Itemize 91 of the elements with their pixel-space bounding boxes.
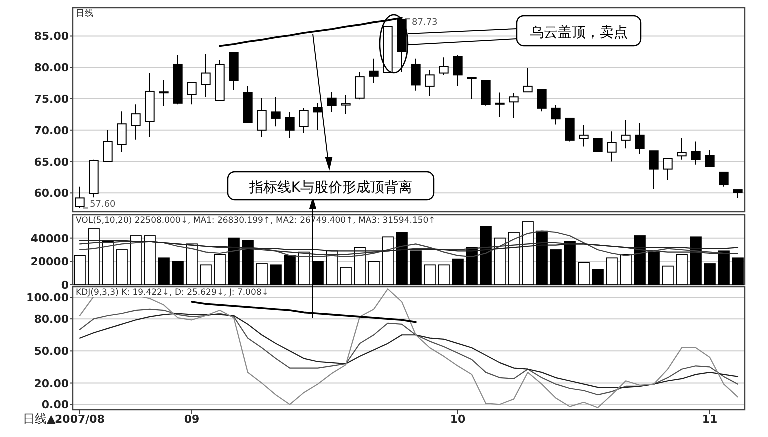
bar: [200, 264, 212, 286]
bar: [270, 264, 282, 286]
bar: [676, 254, 688, 286]
candlestick: [271, 96, 281, 128]
bar: [298, 252, 310, 286]
candlestick: [159, 80, 169, 108]
bar: [718, 250, 730, 286]
candlestick: [677, 138, 687, 160]
candlestick: [607, 131, 617, 162]
annotation: 57.60: [90, 200, 116, 210]
bar: [88, 228, 100, 286]
bar: [522, 222, 534, 286]
bar: [592, 269, 604, 286]
bar: [284, 255, 296, 286]
bar: [466, 247, 478, 286]
candlestick: [117, 111, 127, 153]
bar: [704, 264, 716, 286]
candlestick: [341, 94, 351, 115]
bar: [172, 261, 184, 286]
bar: [620, 254, 632, 286]
bar: [452, 258, 464, 286]
x-tick-label: 10: [450, 413, 466, 426]
bar: [186, 244, 198, 286]
y-tick-label: 100.00: [26, 292, 70, 305]
annotation: 乌云盖顶，卖点: [530, 25, 628, 41]
candlestick: [691, 141, 701, 166]
candlestick: [579, 124, 589, 148]
bar: [158, 258, 170, 286]
bar: [690, 236, 702, 286]
bar: [214, 254, 226, 286]
y-tick-label: 80.00: [34, 313, 70, 326]
y-tick-label: 20.00: [34, 377, 70, 390]
bar: [732, 258, 744, 286]
candlestick: [285, 112, 295, 140]
bar: [578, 262, 590, 286]
annotation: 87.73: [412, 18, 438, 28]
candlestick: [495, 92, 505, 118]
y-tick-label: 70.00: [34, 124, 70, 138]
candlestick: [369, 58, 379, 84]
bar: [396, 232, 408, 286]
candlestick: [201, 54, 211, 98]
bar: [648, 252, 660, 286]
y-tick-label: 20000: [30, 256, 70, 269]
text: 日线▲: [22, 412, 57, 426]
bar: [564, 241, 576, 286]
x-tick-label: 11: [702, 413, 718, 426]
bar: [662, 266, 674, 286]
bar: [550, 250, 562, 286]
chart-title: KDJ(9,3,3) K: 19.422↓, D: 25.629↓, J: 7.008↓: [76, 288, 269, 298]
bar: [382, 236, 394, 286]
chart-title: 日线: [76, 8, 94, 19]
bar: [494, 238, 506, 286]
y-tick-label: 65.00: [34, 156, 70, 169]
candlestick: [145, 72, 155, 138]
bar: [410, 250, 422, 286]
bar: [508, 232, 520, 286]
bar: [438, 264, 450, 286]
bar: [634, 236, 646, 286]
x-tick-label: 2007/08: [55, 413, 105, 426]
bar: [242, 240, 254, 286]
bar: [228, 238, 240, 286]
line-series: [79, 240, 739, 252]
y-tick-label: 0: [61, 279, 70, 292]
y-tick-label: 40000: [30, 232, 70, 246]
bar: [326, 250, 338, 286]
annotation: 指标线K与股价形成顶背离: [248, 180, 413, 196]
bar: [424, 264, 436, 286]
bar: [74, 255, 86, 286]
bar: [130, 236, 142, 286]
bar: [256, 264, 268, 286]
bar: [368, 261, 380, 286]
bar: [536, 230, 548, 286]
bar: [116, 250, 128, 286]
candlestick: [635, 122, 645, 155]
bar: [480, 226, 492, 286]
candlestick: [621, 120, 631, 150]
bar: [606, 258, 618, 286]
bar: [340, 267, 352, 286]
y-tick-label: 50.00: [34, 345, 70, 358]
y-tick-label: 75.00: [34, 93, 70, 106]
bar: [354, 247, 366, 286]
candlestick: [131, 104, 141, 140]
y-tick-label: 0.00: [42, 398, 70, 412]
x-tick-label: 09: [184, 413, 200, 426]
y-tick-label: 60.00: [34, 187, 70, 200]
bar: [102, 241, 114, 286]
candlestick: [257, 98, 267, 138]
y-tick-label: 80.00: [34, 62, 70, 75]
candlestick: [425, 70, 435, 98]
y-tick-label: 85.00: [34, 30, 70, 44]
bar: [144, 236, 156, 286]
